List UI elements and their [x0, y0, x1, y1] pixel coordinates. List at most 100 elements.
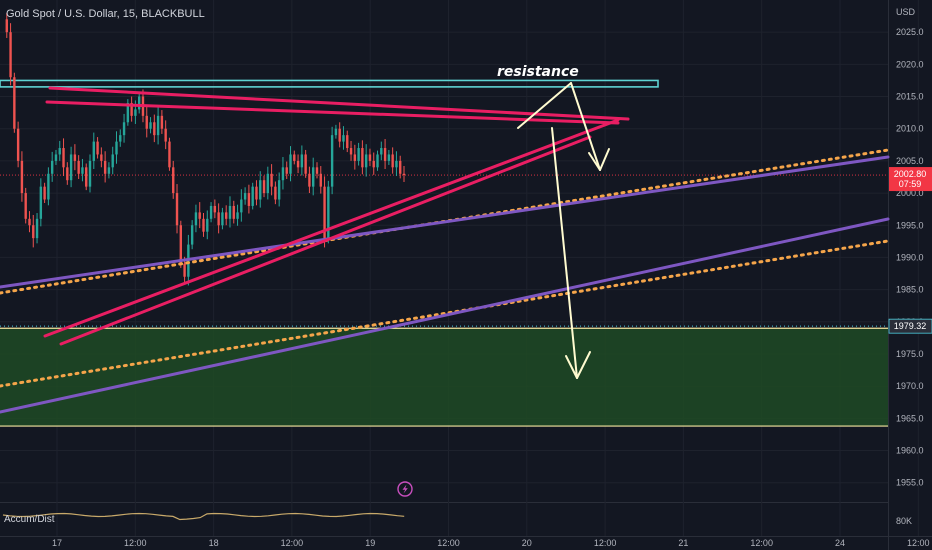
- candle-body: [115, 141, 118, 155]
- candle-body: [54, 154, 58, 161]
- candle-body: [342, 135, 345, 142]
- candle-body: [9, 32, 12, 78]
- candle-body: [300, 154, 304, 168]
- indicator-axis-value: 80K: [896, 516, 912, 526]
- candle-body: [323, 186, 326, 239]
- indicator-name[interactable]: Accum/Dist: [4, 514, 55, 525]
- candle-body: [368, 154, 372, 161]
- x-tick-label: 12:00: [437, 538, 460, 548]
- y-tick-label: 2005.0: [896, 156, 924, 166]
- candle-body: [81, 167, 84, 174]
- candle-body: [130, 102, 133, 116]
- candle-body: [172, 167, 175, 194]
- candle-body: [387, 154, 391, 161]
- candle-body: [304, 154, 307, 174]
- x-tick-label: 12:00: [594, 538, 617, 548]
- y-tick-label: 1955.0: [896, 478, 924, 488]
- candle-body: [153, 122, 156, 136]
- candle-body: [399, 160, 402, 174]
- resistance-annotation[interactable]: resistance: [497, 64, 579, 80]
- triangle-top-line-2: [45, 100, 620, 125]
- accum-dist-line: [2, 512, 405, 521]
- zones-layer: [0, 79, 888, 427]
- candle-body: [236, 212, 239, 219]
- candle-body: [338, 128, 341, 142]
- y-tick-label: 1995.0: [896, 220, 924, 230]
- price-badge-value: 2002.80: [894, 169, 927, 179]
- candle-body: [315, 167, 319, 174]
- candle-body: [43, 186, 46, 200]
- candle-body: [160, 115, 164, 129]
- main-pane[interactable]: [0, 0, 888, 502]
- candle-body: [16, 128, 20, 161]
- candle-body: [232, 205, 235, 219]
- candle-body: [85, 167, 88, 187]
- x-tick-label: 18: [209, 538, 219, 548]
- candle-body: [20, 160, 24, 194]
- y-tick-label: 1975.0: [896, 349, 924, 359]
- candle-body: [62, 148, 65, 168]
- resistance-zone: [0, 79, 659, 88]
- candle-body: [293, 154, 296, 161]
- channel-lower-line: [0, 217, 890, 414]
- candle-body: [164, 128, 167, 142]
- candle-body: [308, 173, 311, 187]
- y-tick-label: 1965.0: [896, 413, 924, 423]
- flash-icon[interactable]: [397, 481, 413, 497]
- channel-lower-dotted: [0, 239, 890, 388]
- candle-body: [175, 193, 179, 226]
- candle-body: [13, 77, 16, 129]
- triangle-bottom-line-2: [59, 135, 592, 346]
- y-tick-label: 2015.0: [896, 92, 924, 102]
- indicator-pane[interactable]: [0, 503, 888, 536]
- candle-body: [198, 212, 201, 219]
- candle-body: [353, 154, 357, 161]
- arrow-right-head-b: [599, 148, 610, 171]
- candle-body: [243, 193, 247, 200]
- candle-body: [88, 160, 92, 187]
- candle-body: [100, 154, 103, 161]
- symbol-title[interactable]: Gold Spot / U.S. Dollar, 15, BLACKBULL: [6, 8, 205, 20]
- x-tick-label: 21: [678, 538, 688, 548]
- candle-body: [376, 154, 379, 168]
- x-tick-label: 12:00: [124, 538, 147, 548]
- arrow-right-head-a: [588, 152, 601, 171]
- price-badge: [889, 167, 932, 192]
- x-tick-label: 17: [52, 538, 62, 548]
- candle-body: [383, 148, 387, 161]
- candles-layer: [5, 12, 406, 286]
- candle-body: [251, 186, 254, 206]
- candle-body: [149, 122, 152, 129]
- price-axis[interactable]: 1955.01960.01965.01970.01975.01980.01985…: [896, 27, 924, 488]
- demand-zone: [0, 328, 888, 427]
- candle-body: [107, 167, 111, 174]
- x-tick-label: 12:00: [907, 538, 930, 548]
- y-tick-label: 2010.0: [896, 124, 924, 134]
- candle-body: [168, 141, 171, 168]
- candle-body: [134, 109, 137, 116]
- drawings-layer: [0, 82, 890, 414]
- triangle-bottom-line-1: [43, 118, 620, 338]
- y-tick-label: 1990.0: [896, 252, 924, 262]
- candle-body: [221, 212, 224, 226]
- arrow-down-leg: [551, 127, 578, 379]
- y-tick-label: 2020.0: [896, 59, 924, 69]
- candle-body: [58, 148, 61, 155]
- time-axis[interactable]: 17 12:00 18 12:00 19 12:00 20 12:00 21 12:00 24 12:…: [52, 538, 930, 548]
- candle-body: [274, 186, 277, 200]
- candle-body: [47, 173, 50, 200]
- candle-body: [111, 154, 114, 168]
- candle-body: [50, 160, 54, 174]
- candle-body: [119, 135, 122, 142]
- candle-body: [319, 173, 322, 187]
- y-tick-label: 2025.0: [896, 27, 924, 37]
- candle-body: [103, 160, 107, 174]
- candle-body: [32, 225, 35, 239]
- candle-body: [217, 212, 220, 226]
- x-tick-label: 12:00: [281, 538, 304, 548]
- price-badge-countdown: 07:59: [899, 179, 922, 189]
- level-badge-value: 1979.32: [894, 321, 927, 331]
- level-badge: [888, 318, 932, 334]
